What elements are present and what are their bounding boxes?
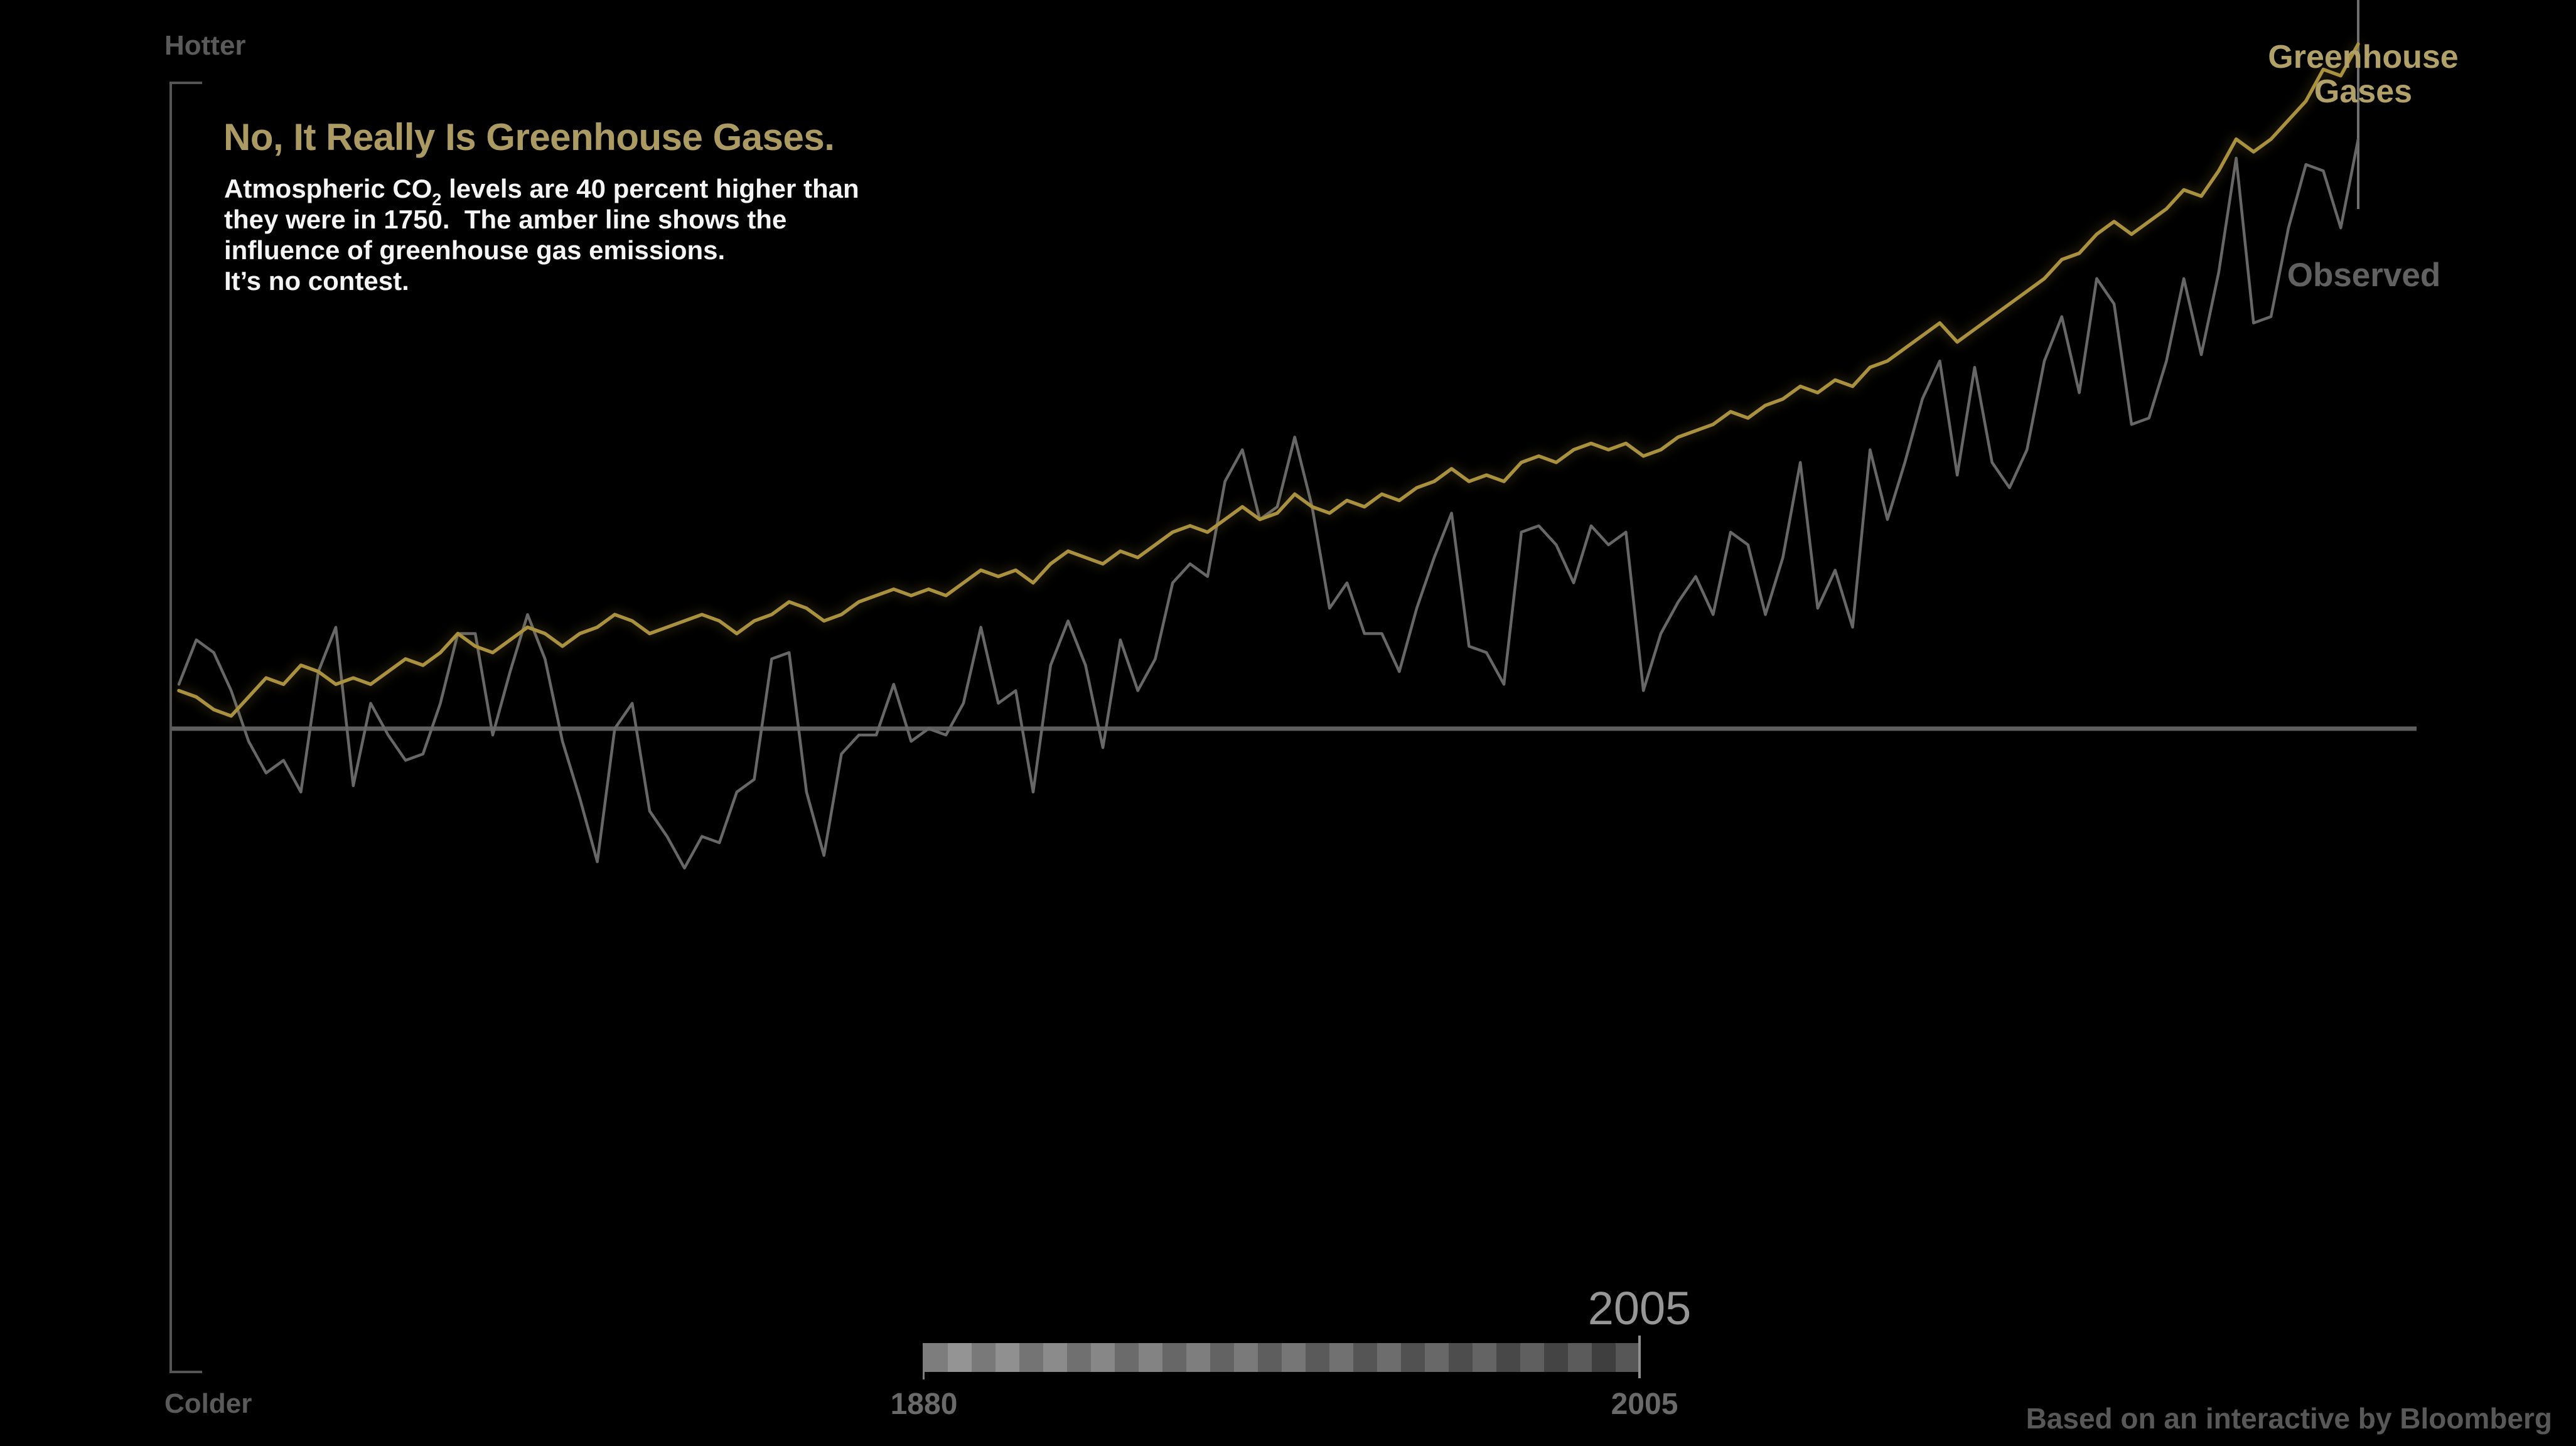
- timeline-stripe: [1234, 1343, 1258, 1372]
- timeline-stripe: [1139, 1343, 1162, 1372]
- timeline-stripe: [1401, 1343, 1425, 1372]
- timeline-stripe: [1473, 1343, 1496, 1372]
- timeline-stripe: [948, 1343, 972, 1372]
- description-line-3: influence of greenhouse gas emissions.: [224, 235, 726, 265]
- timeline-stripe: [972, 1343, 996, 1372]
- y-axis-bracket: [169, 82, 202, 1373]
- timeline-stripe: [1592, 1343, 1616, 1372]
- timeline-stripe: [1568, 1343, 1592, 1372]
- timeline-stripe: [1520, 1343, 1544, 1372]
- timeline-stripe: [1306, 1343, 1329, 1372]
- greenhouse-gases-series-label-line1: Greenhouse: [2268, 39, 2459, 75]
- chart-title: No, It Really Is Greenhouse Gases.: [223, 116, 835, 158]
- colder-axis-label: Colder: [164, 1388, 252, 1419]
- timeline-stripe: [1329, 1343, 1353, 1372]
- timeline-stripe: [1186, 1343, 1210, 1372]
- description-line-2: they were in 1750. The amber line shows …: [224, 205, 787, 234]
- timeline-stripe: [1115, 1343, 1139, 1372]
- observed-temperature-line: [177, 137, 2360, 870]
- timeline-stripe: [1091, 1343, 1115, 1372]
- hotter-axis-label: Hotter: [164, 30, 246, 61]
- timeline-stripe: [1043, 1343, 1067, 1372]
- timeline-stripe: [1019, 1343, 1043, 1372]
- timeline-stripe: [1449, 1343, 1473, 1372]
- timeline-stripe: [1377, 1343, 1401, 1372]
- timeline-stripe: [1162, 1343, 1186, 1372]
- greenhouse-gases-series-label-line2: Gases: [2314, 73, 2413, 110]
- timeline-stripe: [1282, 1343, 1306, 1372]
- timeline-stripe: [1210, 1343, 1234, 1372]
- current-year-readout: 2005: [1587, 1282, 1692, 1334]
- timeline-stripe: [1616, 1343, 1640, 1372]
- description-line-1: Atmospheric CO2 levels are 40 percent hi…: [224, 173, 859, 208]
- chart-description: Atmospheric CO2 levels are 40 percent hi…: [224, 173, 859, 296]
- timeline-scrubber[interactable]: [924, 1343, 1640, 1372]
- timeline-stripe: [1544, 1343, 1568, 1372]
- timeline-stripe: [1353, 1343, 1377, 1372]
- timeline-stripe: [996, 1343, 1019, 1372]
- description-text: levels are 40 percent higher than: [441, 174, 859, 203]
- description-text: Atmospheric CO: [224, 174, 432, 203]
- timeline-stripe: [1425, 1343, 1449, 1372]
- timeline-stripe: [1067, 1343, 1091, 1372]
- credit-text: Based on an interactive by Bloomberg: [2026, 1402, 2552, 1435]
- timeline-start-label: 1880: [890, 1388, 958, 1421]
- timeline-stripe: [1258, 1343, 1282, 1372]
- timeline-start-tick: [923, 1343, 925, 1379]
- timeline-stripe: [924, 1343, 948, 1372]
- co2-subscript: 2: [432, 190, 442, 209]
- timeline-end-label: 2005: [1611, 1388, 1678, 1421]
- timeline-playhead-handle[interactable]: [1638, 1336, 1641, 1378]
- description-line-4: It’s no contest.: [224, 266, 409, 296]
- greenhouse-gases-series-label: Greenhouse Gases: [2206, 40, 2520, 109]
- greenhouse-gases-line: [177, 42, 2360, 718]
- observed-series-label: Observed: [2287, 257, 2441, 294]
- timeline-stripe: [1496, 1343, 1520, 1372]
